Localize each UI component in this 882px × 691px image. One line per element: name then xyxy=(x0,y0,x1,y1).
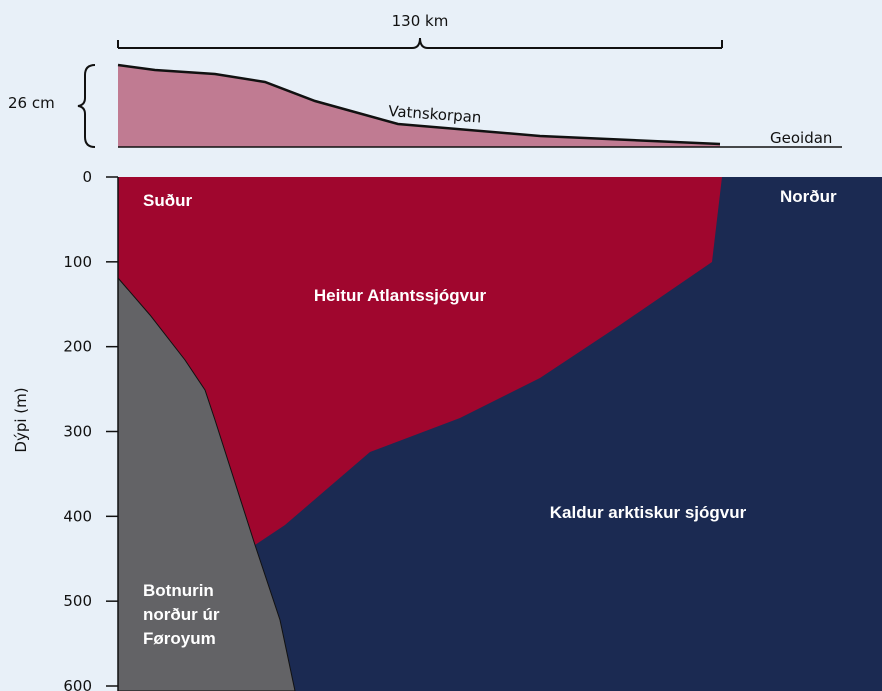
tick-label: 400 xyxy=(63,507,92,525)
tick-label: 200 xyxy=(63,338,92,356)
bottom-label: norður úr xyxy=(143,605,220,624)
warm-water xyxy=(118,177,722,545)
tick-label: 0 xyxy=(82,168,92,186)
surface-area xyxy=(118,65,720,147)
height-brace xyxy=(77,64,96,148)
distance-label: 130 km xyxy=(392,12,449,30)
axis-label: Dýpi (m) xyxy=(12,387,30,452)
tick-label: 100 xyxy=(63,253,92,271)
depth-ticks: 0 100 200 300 400 500 600 xyxy=(63,168,118,691)
sea-floor xyxy=(117,276,296,691)
surface-line xyxy=(117,63,721,146)
bottom-label: Føroyum xyxy=(143,629,216,648)
geoid-label: Geoidan xyxy=(770,129,832,147)
south-label: Suður xyxy=(143,191,192,210)
height-label: 26 cm xyxy=(8,94,55,112)
tick-label: 600 xyxy=(63,677,92,691)
bottom-label: Botnurin xyxy=(143,581,214,600)
north-label: Norður xyxy=(780,187,837,206)
tick-label: 500 xyxy=(63,592,92,610)
tick-label: 300 xyxy=(63,423,92,441)
distance-bracket xyxy=(117,37,723,49)
warm-label: Heitur Atlantssjógvur xyxy=(314,286,487,305)
cold-label: Kaldur arktiskur sjógvur xyxy=(550,503,747,522)
